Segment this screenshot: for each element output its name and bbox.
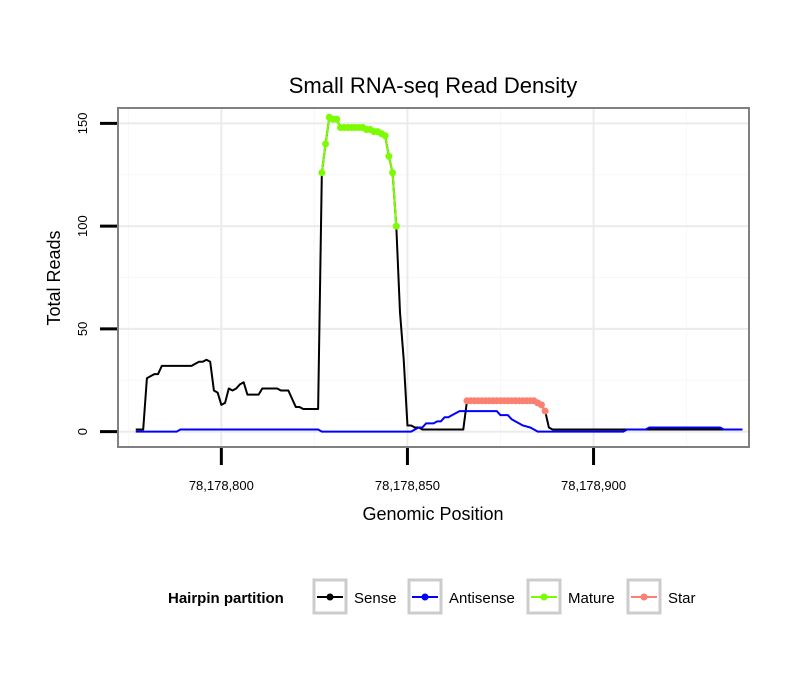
y-tick-label: 100 — [75, 215, 90, 237]
data-point-star — [537, 401, 545, 409]
chart-title: Small RNA-seq Read Density — [289, 73, 578, 98]
legend-item-antisense: Antisense — [407, 578, 515, 615]
legend-point-antisense — [421, 593, 429, 601]
y-tick-label: 0 — [75, 428, 90, 435]
x-tick-label: 78,178,850 — [375, 478, 440, 493]
legend-point-mature — [540, 593, 548, 601]
series — [135, 113, 743, 433]
legend-item-star: Star — [626, 578, 696, 615]
legend: Hairpin partition Sense Antisense Mature… — [168, 578, 696, 615]
series-star — [463, 397, 549, 415]
legend-label-sense: Sense — [354, 590, 397, 607]
x-tick-label: 78,178,900 — [561, 478, 626, 493]
grid — [119, 109, 748, 446]
legend-point-star — [640, 593, 648, 601]
y-axis-title: Total Reads — [44, 230, 64, 325]
legend-label-star: Star — [668, 590, 696, 607]
legend-title: Hairpin partition — [168, 590, 284, 607]
legend-item-sense: Sense — [312, 578, 397, 615]
data-point-mature — [389, 169, 397, 177]
legend-item-mature: Mature — [526, 578, 615, 615]
x-axis-title: Genomic Position — [362, 504, 503, 524]
y-tick-label: 150 — [75, 113, 90, 135]
series-line-antisense — [135, 410, 743, 433]
x-tick-label: 78,178,800 — [189, 478, 254, 493]
data-point-mature — [333, 115, 341, 123]
legend-label-mature: Mature — [568, 590, 615, 607]
data-point-mature — [385, 152, 393, 160]
data-point-mature — [392, 222, 400, 230]
y-tick-label: 50 — [75, 322, 90, 336]
data-point-mature — [322, 140, 330, 148]
data-point-star — [541, 407, 549, 415]
series-mature — [318, 113, 400, 230]
data-point-mature — [318, 169, 326, 177]
legend-label-antisense: Antisense — [449, 590, 515, 607]
axes: 78,178,800 78,178,850 78,178,900 0 50 100 150 — [75, 113, 626, 493]
series-antisense — [135, 410, 743, 433]
panel-border — [117, 107, 750, 448]
legend-point-sense — [326, 593, 334, 601]
data-point-mature — [381, 132, 389, 140]
